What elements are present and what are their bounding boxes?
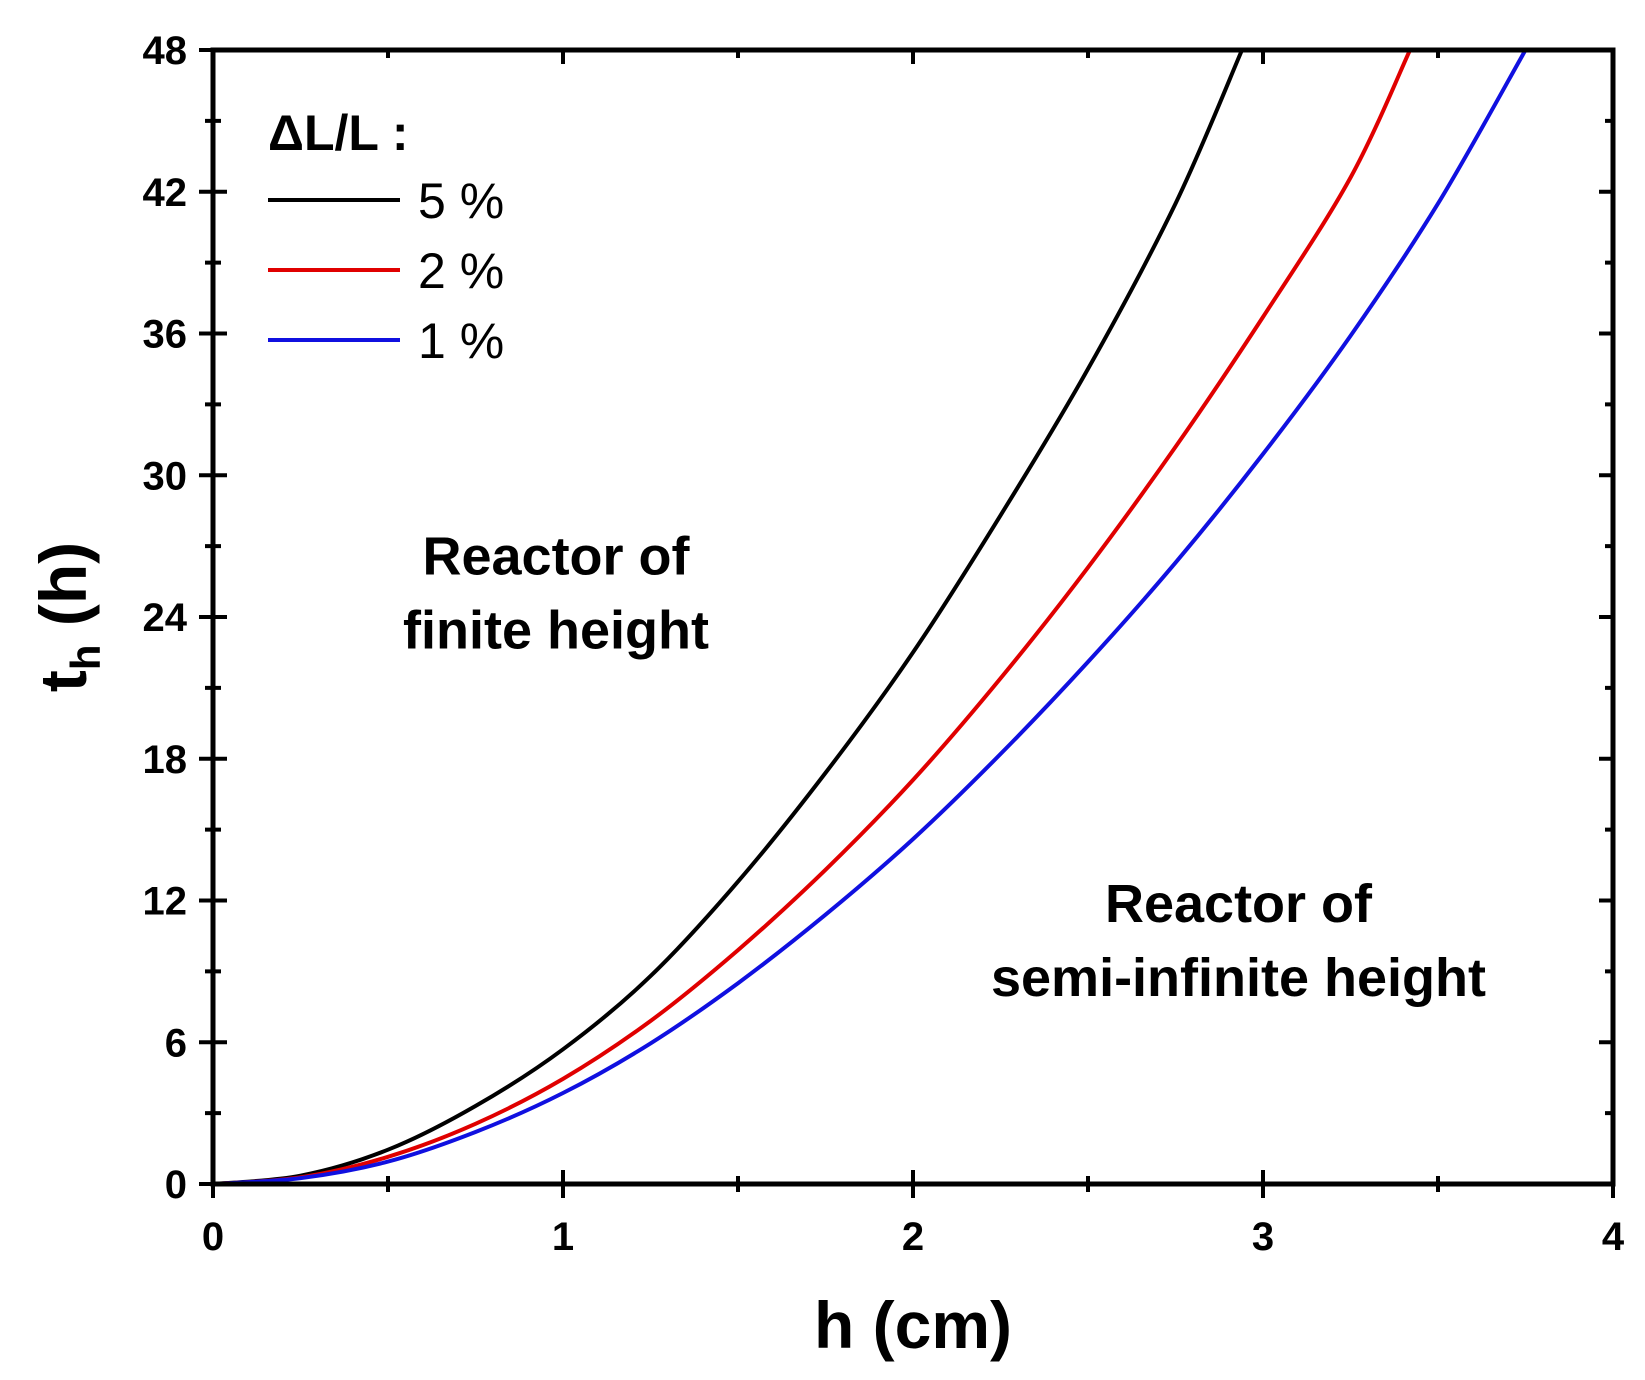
annotation-line: Reactor of [1105,874,1373,934]
series-line-0 [213,50,1244,1184]
legend-label-1: 2 % [418,243,504,299]
y-tick-label: 18 [143,738,188,782]
y-tick-label: 24 [143,596,188,640]
axis-ticks [199,48,1615,1198]
annotation-0: Reactor of finite height [403,526,709,660]
y-tick-label: 36 [143,313,188,357]
x-tick-label: 1 [552,1215,574,1259]
y-tick-label: 42 [143,171,188,215]
x-tick-label: 4 [1602,1215,1625,1259]
annotation-line: Reactor of [422,526,690,586]
curves-layer [213,50,1528,1184]
x-axis-title: h (cm) [814,1288,1012,1362]
annotation-1: Reactor of semi-infinite height [991,874,1486,1008]
x-tick-label: 0 [202,1215,224,1259]
y-tick-label: 0 [165,1163,187,1207]
y-axis-title-main: t [26,670,100,692]
x-tick-label: 3 [1252,1215,1274,1259]
y-axis-title-subscript: h [62,644,109,670]
y-tick-label: 48 [143,29,188,73]
y-tick-label: 30 [143,454,188,498]
annotation-line: semi-infinite height [991,948,1486,1008]
y-axis-title: th (h) [26,542,109,692]
series-line-2 [213,50,1528,1184]
legend-label-0: 5 % [418,173,504,229]
annotations: Reactor of finite height Reactor of semi-in… [403,526,1486,1007]
y-tick-label: 6 [165,1021,187,1065]
y-tick-label: 12 [143,880,188,924]
legend-label-2: 1 % [418,313,504,369]
series-line-1 [213,50,1412,1184]
annotation-line: finite height [403,600,709,660]
y-axis-title-unit: (h) [26,542,100,645]
legend-title: ΔL/L : [268,105,409,161]
legend: ΔL/L : 5 % 2 % 1 % [268,105,504,369]
x-tick-label: 2 [902,1215,924,1259]
